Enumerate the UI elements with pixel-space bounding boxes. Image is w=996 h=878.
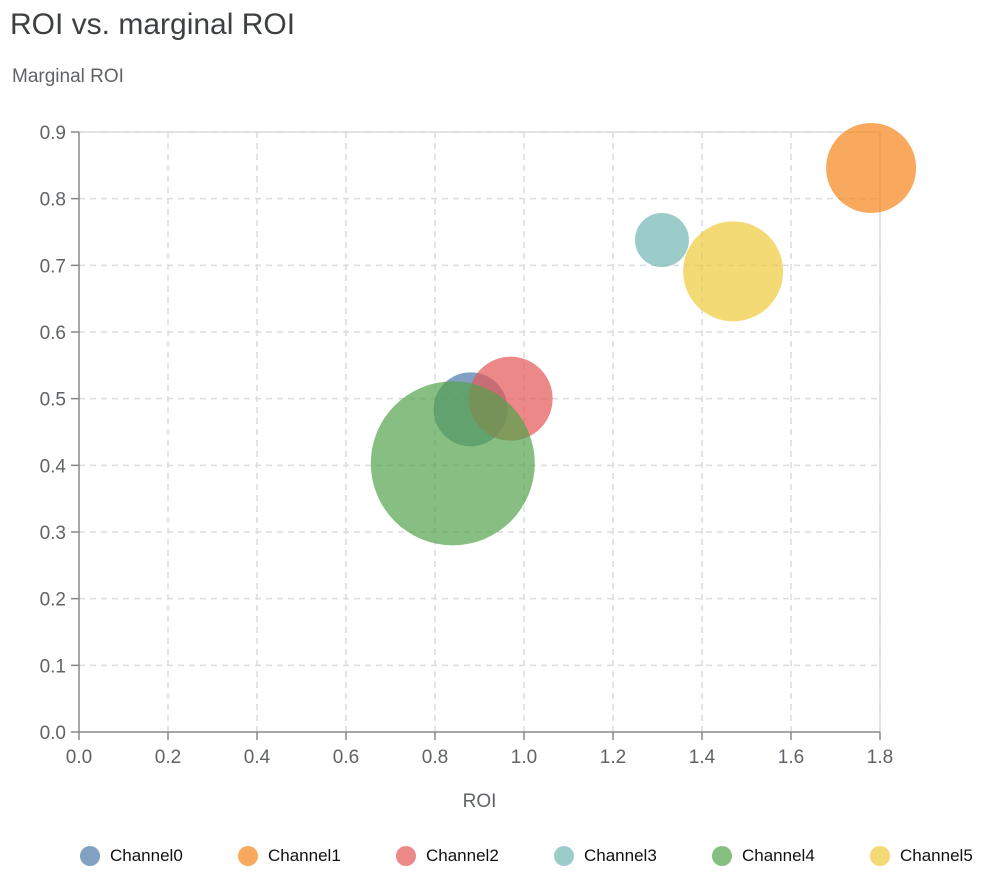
y-tick-label: 0.5: [40, 390, 66, 411]
x-tick-label: 0.4: [244, 747, 271, 768]
legend-label: Channel2: [426, 846, 499, 865]
chart-title: ROI vs. marginal ROI: [10, 8, 296, 41]
legend-label: Channel0: [110, 846, 183, 865]
legend-item-channel5[interactable]: Channel5: [870, 846, 973, 866]
legend-swatch: [80, 846, 100, 866]
legend-label: Channel1: [268, 846, 341, 865]
y-tick-label: 0.8: [40, 190, 66, 211]
y-axis-label: Marginal ROI: [12, 66, 124, 87]
y-tick-label: 0.2: [40, 590, 66, 611]
x-tick-label: 0.0: [66, 747, 92, 768]
x-tick-label: 1.4: [689, 747, 716, 768]
y-tick-label: 0.9: [40, 123, 66, 144]
x-tick-label: 0.6: [333, 747, 359, 768]
legend-item-channel1[interactable]: Channel1: [238, 846, 341, 866]
legend-label: Channel5: [900, 846, 973, 865]
y-tick-label: 0.4: [40, 456, 67, 477]
legend-swatch: [712, 846, 732, 866]
y-tick-label: 0.0: [40, 723, 66, 744]
legend-item-channel2[interactable]: Channel2: [396, 846, 499, 866]
legend-item-channel3[interactable]: Channel3: [554, 846, 657, 866]
legend-item-channel4[interactable]: Channel4: [712, 846, 815, 866]
x-tick-label: 1.0: [511, 747, 537, 768]
bubble-channel5: [683, 221, 784, 322]
x-tick-label: 1.2: [600, 747, 626, 768]
x-tick-label: 0.8: [422, 747, 448, 768]
legend-swatch: [554, 846, 574, 866]
x-tick-label: 0.2: [155, 747, 181, 768]
legend-item-channel0[interactable]: Channel0: [80, 846, 183, 866]
bubble-channel4: [370, 381, 535, 546]
y-tick-label: 0.3: [40, 523, 66, 544]
bubble-channel3: [634, 213, 689, 267]
legend-label: Channel3: [584, 846, 657, 865]
bubble-channel1: [826, 123, 917, 213]
legend-swatch: [870, 846, 890, 866]
legend-swatch: [396, 846, 416, 866]
y-tick-label: 0.6: [40, 323, 66, 344]
bubble-chart: 0.0 0.2 0.4 0.6 0.8 1.0 1.2 1.4 1.6 1.8 0.0 0.1 0.2 0…: [40, 123, 917, 812]
legend: Channel0 Channel1 Channel2 Channel3 Channel4…: [0, 846, 996, 870]
y-tick-label: 0.1: [40, 656, 66, 677]
y-tick-label: 0.7: [40, 256, 66, 277]
x-tick-label: 1.6: [778, 747, 804, 768]
legend-swatch: [238, 846, 258, 866]
x-tick-label: 1.8: [867, 747, 893, 768]
x-axis-label: ROI: [463, 791, 497, 812]
legend-label: Channel4: [742, 846, 815, 865]
